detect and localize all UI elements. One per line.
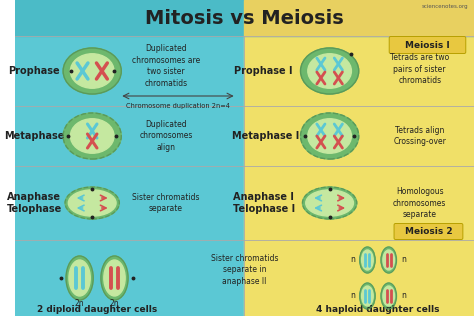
- Text: n: n: [350, 256, 356, 264]
- Ellipse shape: [383, 250, 394, 270]
- Text: sciencenotes.org: sciencenotes.org: [421, 4, 468, 9]
- Ellipse shape: [63, 113, 121, 159]
- Ellipse shape: [68, 190, 116, 216]
- Ellipse shape: [381, 247, 396, 273]
- Bar: [244, 0, 474, 36]
- Text: Anaphase I: Anaphase I: [233, 192, 294, 202]
- Ellipse shape: [306, 190, 354, 216]
- Text: 2n: 2n: [75, 299, 84, 307]
- Ellipse shape: [65, 187, 119, 219]
- Ellipse shape: [308, 54, 351, 88]
- Ellipse shape: [69, 260, 90, 296]
- Text: 4 haploid daughter cells: 4 haploid daughter cells: [316, 305, 440, 314]
- Text: Telophase I: Telophase I: [233, 204, 295, 214]
- Text: Anaphase
Telophase: Anaphase Telophase: [7, 192, 62, 214]
- Ellipse shape: [104, 260, 125, 296]
- Text: Duplicated
chromosomes
align: Duplicated chromosomes align: [139, 120, 192, 152]
- Ellipse shape: [301, 48, 359, 94]
- Ellipse shape: [308, 119, 351, 153]
- Ellipse shape: [360, 283, 375, 309]
- Ellipse shape: [302, 187, 357, 219]
- Text: n: n: [401, 291, 406, 301]
- Text: Tetrads align
Crossing-over: Tetrads align Crossing-over: [393, 125, 446, 146]
- Text: Meiosis I: Meiosis I: [405, 40, 450, 50]
- FancyBboxPatch shape: [394, 223, 463, 240]
- Ellipse shape: [101, 256, 128, 300]
- FancyBboxPatch shape: [389, 37, 466, 53]
- Text: n: n: [401, 256, 406, 264]
- Ellipse shape: [301, 113, 359, 159]
- Text: Metaphase: Metaphase: [4, 131, 64, 141]
- Text: Chromosome duplication 2n=4: Chromosome duplication 2n=4: [126, 103, 230, 109]
- Text: Prophase: Prophase: [8, 66, 60, 76]
- Text: 2n: 2n: [109, 299, 119, 307]
- Text: n: n: [350, 291, 356, 301]
- Ellipse shape: [383, 286, 394, 306]
- Ellipse shape: [71, 54, 114, 88]
- Text: Prophase I: Prophase I: [235, 66, 293, 76]
- Bar: [15, 0, 474, 36]
- Text: Metaphase I: Metaphase I: [232, 131, 299, 141]
- Ellipse shape: [362, 250, 373, 270]
- Ellipse shape: [381, 283, 396, 309]
- Text: Meiosis 2: Meiosis 2: [405, 227, 452, 236]
- Ellipse shape: [362, 286, 373, 306]
- Bar: [244, 0, 474, 316]
- Bar: [15, 0, 244, 316]
- Text: Mitosis vs Meiosis: Mitosis vs Meiosis: [145, 9, 344, 27]
- Ellipse shape: [63, 48, 121, 94]
- Text: 2 diploid daughter cells: 2 diploid daughter cells: [37, 305, 157, 314]
- Ellipse shape: [66, 256, 93, 300]
- Text: Sister chromatids
separate in
anaphase II: Sister chromatids separate in anaphase I…: [210, 254, 278, 286]
- Ellipse shape: [71, 119, 114, 153]
- Ellipse shape: [360, 247, 375, 273]
- Text: Sister chromatids
separate: Sister chromatids separate: [132, 192, 200, 213]
- Text: Tetrads are two
pairs of sister
chromatids: Tetrads are two pairs of sister chromati…: [390, 53, 449, 85]
- Text: Duplicated
chromosomes are
two sister
chromatids: Duplicated chromosomes are two sister ch…: [132, 44, 200, 88]
- Text: Homologous
chromosomes
separate: Homologous chromosomes separate: [393, 187, 447, 219]
